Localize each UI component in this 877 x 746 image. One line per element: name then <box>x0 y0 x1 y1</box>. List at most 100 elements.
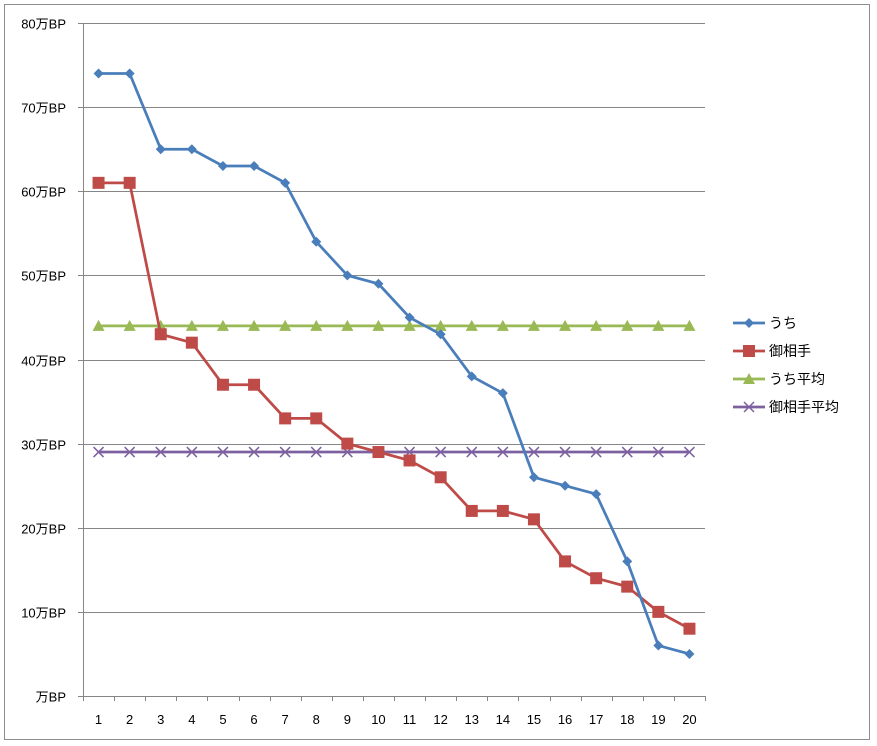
data-point <box>372 446 385 459</box>
x-tick-label: 7 <box>282 712 289 727</box>
chart-area <box>4 4 870 740</box>
data-point <box>92 176 105 189</box>
data-point <box>154 319 167 331</box>
legend-item: うち平均 <box>733 371 825 387</box>
x-tick-label: 3 <box>157 712 164 727</box>
data-point <box>652 446 664 458</box>
series-2 <box>92 176 696 635</box>
data-point <box>93 446 105 458</box>
legend-label: うち <box>769 315 797 331</box>
data-point <box>560 480 571 491</box>
x-tick-label: 12 <box>433 712 447 727</box>
data-point <box>466 446 478 458</box>
x-tick-label: 18 <box>620 712 634 727</box>
legend-marker <box>743 345 755 357</box>
data-point <box>185 336 198 349</box>
data-point <box>279 446 291 458</box>
data-point <box>248 446 260 458</box>
data-point <box>216 319 229 331</box>
data-point <box>683 446 695 458</box>
x-tick-label: 19 <box>651 712 665 727</box>
data-point <box>341 319 354 331</box>
data-point <box>527 513 540 526</box>
data-point <box>403 454 416 467</box>
data-point <box>154 328 167 341</box>
series-group <box>92 68 696 659</box>
data-point <box>123 319 136 331</box>
series-4 <box>93 446 695 458</box>
axes <box>78 23 706 701</box>
series-line <box>98 72 690 656</box>
data-point <box>497 388 508 399</box>
data-point <box>310 412 323 425</box>
data-point <box>216 378 229 391</box>
series-1 <box>93 68 695 659</box>
legend-marker <box>743 373 755 384</box>
data-point <box>186 446 198 458</box>
data-point <box>186 144 197 155</box>
data-point <box>124 446 136 458</box>
data-point <box>621 580 634 593</box>
data-point <box>621 319 634 331</box>
data-point <box>404 312 415 323</box>
data-point <box>341 437 354 450</box>
y-tick-label: 10万BP <box>21 606 66 621</box>
data-point <box>466 371 477 382</box>
y-tick-label: 40万BP <box>21 354 66 369</box>
data-point <box>342 270 353 281</box>
y-tick-label: 万BP <box>36 690 66 705</box>
data-point <box>217 161 228 172</box>
data-point <box>249 161 260 172</box>
x-tick-label: 8 <box>313 712 320 727</box>
data-point <box>684 648 695 659</box>
data-point <box>683 319 696 331</box>
legend-marker <box>744 318 754 328</box>
legend-label: 御相手平均 <box>769 399 839 415</box>
data-point <box>434 319 447 331</box>
legend-item: うち <box>733 315 797 331</box>
legend-item: 御相手 <box>733 343 811 359</box>
x-tick-label: 15 <box>527 712 541 727</box>
data-point <box>155 144 166 155</box>
data-point <box>280 177 291 188</box>
data-point <box>559 319 572 331</box>
data-point <box>92 319 105 331</box>
data-point <box>123 176 136 189</box>
x-tick-label: 10 <box>371 712 385 727</box>
data-point <box>403 319 416 331</box>
x-tick-label: 2 <box>126 712 133 727</box>
x-tick-label: 11 <box>403 712 417 727</box>
data-point <box>652 319 665 331</box>
data-point <box>590 446 602 458</box>
legend-marker <box>743 401 755 413</box>
data-point <box>373 278 384 289</box>
data-point <box>559 555 572 568</box>
data-point <box>528 446 540 458</box>
data-point <box>465 504 478 517</box>
gridlines <box>83 23 705 613</box>
data-point <box>310 319 323 331</box>
x-tick-label: 4 <box>188 712 195 727</box>
x-tick-label: 20 <box>682 712 696 727</box>
data-point <box>93 68 104 79</box>
data-point <box>217 446 229 458</box>
y-tick-label: 80万BP <box>21 17 66 32</box>
y-tick-label: 30万BP <box>21 438 66 453</box>
data-point <box>372 319 385 331</box>
data-point <box>435 329 446 340</box>
data-point <box>590 572 603 585</box>
data-point <box>434 471 447 484</box>
data-point <box>465 319 478 331</box>
data-point <box>683 622 696 635</box>
data-point <box>311 236 322 247</box>
legend-label: うち平均 <box>769 371 825 387</box>
x-tick-label: 13 <box>465 712 479 727</box>
legend-item: 御相手平均 <box>733 399 839 415</box>
y-tick-label: 50万BP <box>21 269 66 284</box>
data-point <box>124 68 135 79</box>
x-tick-label: 1 <box>95 712 102 727</box>
data-point <box>497 446 509 458</box>
data-point <box>496 504 509 517</box>
